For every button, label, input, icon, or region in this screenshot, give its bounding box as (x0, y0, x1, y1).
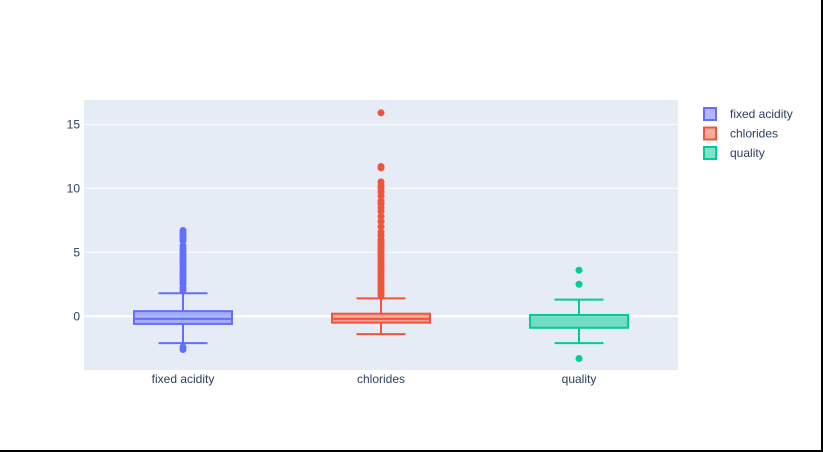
legend-swatch (703, 107, 717, 121)
legend-label: chlorides (730, 127, 778, 141)
outlier-point[interactable] (377, 223, 385, 231)
outlier-point[interactable] (179, 343, 187, 351)
outlier-point[interactable] (575, 280, 583, 288)
outlier-point[interactable] (377, 163, 385, 171)
x-tick-label: quality (562, 372, 597, 386)
boxes (133, 109, 629, 362)
y-tick-label: 5 (73, 245, 80, 259)
outlier-point[interactable] (377, 197, 385, 205)
legend-label: fixed acidity (730, 107, 793, 121)
outlier-point[interactable] (179, 242, 187, 250)
outlier-point[interactable] (377, 218, 385, 226)
outlier-point[interactable] (377, 109, 385, 117)
x-tick-label: fixed acidity (152, 372, 215, 386)
box-trace (529, 266, 629, 362)
legend-swatch (703, 126, 717, 141)
legend-item[interactable]: quality (703, 146, 765, 160)
box-iqr[interactable] (529, 313, 629, 329)
outlier-point[interactable] (179, 227, 187, 235)
legend[interactable]: fixed acidity chlorides quality (703, 107, 793, 160)
y-tick-label: 0 (73, 309, 80, 323)
outlier-point[interactable] (377, 228, 385, 236)
box-trace (331, 109, 431, 336)
x-tick-label: chlorides (357, 372, 405, 386)
y-axis: 0 5 10 15 (67, 117, 81, 323)
y-tick-label: 15 (67, 117, 81, 131)
box-iqr[interactable] (133, 310, 233, 325)
x-axis: fixed acidity chlorides quality (152, 372, 597, 386)
legend-item[interactable]: chlorides (703, 126, 778, 141)
outlier-point[interactable] (575, 266, 583, 274)
outlier-point[interactable] (377, 212, 385, 220)
y-tick-label: 10 (67, 181, 81, 195)
box-trace (133, 227, 233, 354)
outlier-point[interactable] (377, 178, 385, 186)
legend-item[interactable]: fixed acidity (703, 107, 793, 121)
outlier-point[interactable] (575, 354, 583, 362)
legend-label: quality (730, 146, 765, 160)
legend-swatch (703, 146, 717, 160)
